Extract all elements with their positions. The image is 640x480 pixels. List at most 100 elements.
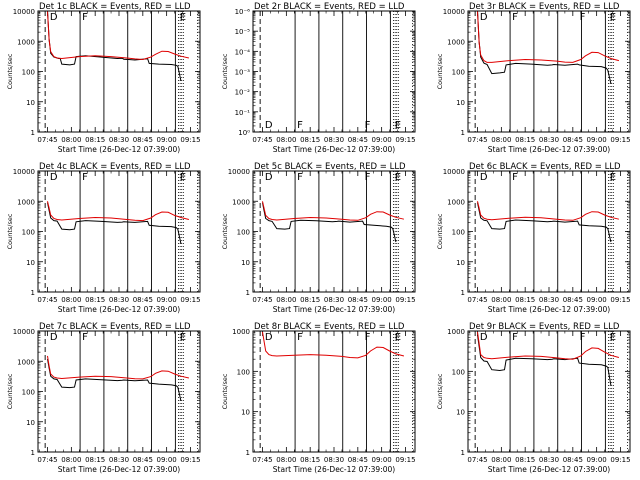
x-tick-label: 08:30 bbox=[324, 456, 344, 464]
x-tick-label: 09:15 bbox=[610, 456, 630, 464]
y-tick-label: 10⁻³ bbox=[235, 69, 251, 77]
interval-marker-label: D bbox=[50, 332, 58, 343]
interval-marker-label: D bbox=[265, 120, 273, 131]
series-lld-line bbox=[477, 10, 620, 63]
x-tick-label: 07:45 bbox=[252, 456, 272, 464]
panel-det-3: Det 3r BLACK = Events, RED = LLD Counts/s… bbox=[436, 2, 631, 154]
y-tick-label: 10 bbox=[26, 259, 35, 267]
interval-marker-label: F bbox=[365, 332, 371, 343]
y-tick-label: 100 bbox=[22, 229, 35, 237]
interval-marker-label: F bbox=[297, 332, 303, 343]
x-tick-label: 08:00 bbox=[491, 296, 511, 304]
x-tick-label: 08:15 bbox=[85, 456, 105, 464]
interval-marker-label: F bbox=[580, 12, 586, 23]
interval-marker-label: F bbox=[297, 120, 303, 131]
interval-marker-label: E bbox=[610, 12, 616, 23]
x-tick-label: 09:15 bbox=[610, 136, 630, 144]
interval-marker-label: F bbox=[297, 172, 303, 183]
panel-title: Det 7c BLACK = Events, RED = LLD bbox=[39, 322, 191, 332]
panel-title: Det 4c BLACK = Events, RED = LLD bbox=[39, 162, 191, 172]
series-lld-line bbox=[477, 331, 620, 360]
y-tick-label: 1000 bbox=[17, 358, 35, 366]
x-tick-label: 08:00 bbox=[61, 136, 81, 144]
interval-marker-label: E bbox=[610, 332, 616, 343]
plot-frame bbox=[252, 10, 416, 133]
panel-det-9: Det 9r BLACK = Events, RED = LLD Counts/s… bbox=[436, 322, 631, 474]
x-axis-label: Start Time (26-Dec-12 07:39:00) bbox=[273, 145, 395, 154]
interval-marker-label: F bbox=[365, 120, 371, 131]
interval-marker-label: E bbox=[395, 332, 401, 343]
y-axis-label: Counts/sec bbox=[436, 373, 444, 409]
y-tick-label: 1 bbox=[31, 449, 35, 457]
x-tick-label: 08:30 bbox=[109, 136, 129, 144]
panel-title: Det 1c BLACK = Events, RED = LLD bbox=[39, 2, 191, 12]
y-tick-label: 10⁻⁴ bbox=[235, 48, 251, 56]
x-tick-label: 08:45 bbox=[348, 136, 368, 144]
interval-marker-label: E bbox=[395, 172, 401, 183]
x-tick-label: 08:00 bbox=[276, 296, 296, 304]
x-tick-label: 08:30 bbox=[539, 296, 559, 304]
y-tick-label: 10000 bbox=[13, 8, 35, 16]
y-tick-label: 10 bbox=[456, 259, 465, 267]
interval-marker-label: E bbox=[180, 332, 186, 343]
y-axis-label: Counts/sec bbox=[221, 213, 229, 249]
x-tick-label: 08:30 bbox=[539, 456, 559, 464]
x-tick-label: 09:15 bbox=[180, 136, 200, 144]
y-axis-label: Counts/sec bbox=[436, 53, 444, 89]
plot-frame bbox=[252, 170, 416, 293]
series-lld-line bbox=[262, 201, 405, 221]
series-lld-line bbox=[47, 355, 190, 380]
y-tick-label: 1 bbox=[246, 449, 250, 457]
x-tick-label: 08:15 bbox=[85, 296, 105, 304]
x-tick-label: 08:00 bbox=[61, 456, 81, 464]
interval-marker-label: F bbox=[512, 172, 518, 183]
x-tick-label: 08:45 bbox=[563, 456, 583, 464]
x-tick-label: 09:15 bbox=[610, 296, 630, 304]
y-tick-label: 10 bbox=[241, 409, 250, 417]
series-events-line bbox=[477, 10, 612, 84]
interval-marker-label: F bbox=[580, 332, 586, 343]
x-axis-label: Start Time (26-Dec-12 07:39:00) bbox=[273, 465, 395, 474]
x-tick-label: 09:00 bbox=[157, 136, 177, 144]
x-tick-label: 07:45 bbox=[37, 456, 57, 464]
interval-marker-label: F bbox=[82, 332, 88, 343]
x-tick-label: 09:00 bbox=[157, 296, 177, 304]
x-tick-label: 07:45 bbox=[37, 136, 57, 144]
x-tick-label: 08:30 bbox=[109, 456, 129, 464]
x-tick-label: 08:00 bbox=[276, 456, 296, 464]
y-axis-label: Counts/sec bbox=[436, 213, 444, 249]
interval-marker-label: E bbox=[395, 120, 401, 131]
y-tick-label: 10000 bbox=[13, 328, 35, 336]
y-tick-label: 10⁰ bbox=[238, 129, 250, 137]
plot-frame bbox=[467, 10, 631, 133]
series-events-line bbox=[47, 10, 182, 81]
y-tick-label: 10 bbox=[456, 99, 465, 107]
series-events-line bbox=[47, 202, 182, 244]
y-tick-label: 10 bbox=[241, 259, 250, 267]
interval-marker-label: F bbox=[82, 12, 88, 23]
y-tick-label: 1000 bbox=[232, 198, 250, 206]
x-tick-label: 09:15 bbox=[395, 136, 415, 144]
x-tick-label: 09:15 bbox=[180, 456, 200, 464]
x-tick-label: 08:45 bbox=[348, 296, 368, 304]
x-tick-label: 08:30 bbox=[109, 296, 129, 304]
y-tick-label: 100 bbox=[452, 69, 465, 77]
y-tick-label: 1000 bbox=[232, 328, 250, 336]
x-tick-label: 07:45 bbox=[467, 136, 487, 144]
panel-det-6: Det 6c BLACK = Events, RED = LLD Counts/s… bbox=[436, 162, 631, 314]
y-tick-label: 10 bbox=[26, 99, 35, 107]
x-axis-label: Start Time (26-Dec-12 07:39:00) bbox=[488, 145, 610, 154]
x-axis-label: Start Time (26-Dec-12 07:39:00) bbox=[58, 145, 180, 154]
series-lld-line bbox=[47, 201, 190, 222]
x-tick-label: 09:00 bbox=[587, 456, 607, 464]
x-tick-label: 09:15 bbox=[180, 296, 200, 304]
interval-marker-label: F bbox=[512, 12, 518, 23]
panel-det-4: Det 4c BLACK = Events, RED = LLD Counts/s… bbox=[6, 162, 201, 314]
y-tick-label: 10000 bbox=[443, 168, 465, 176]
series-lld-line bbox=[262, 331, 405, 359]
x-tick-label: 08:45 bbox=[133, 296, 153, 304]
y-tick-label: 1 bbox=[31, 129, 35, 137]
y-tick-label: 10⁻¹ bbox=[235, 109, 251, 117]
x-tick-label: 08:00 bbox=[491, 456, 511, 464]
